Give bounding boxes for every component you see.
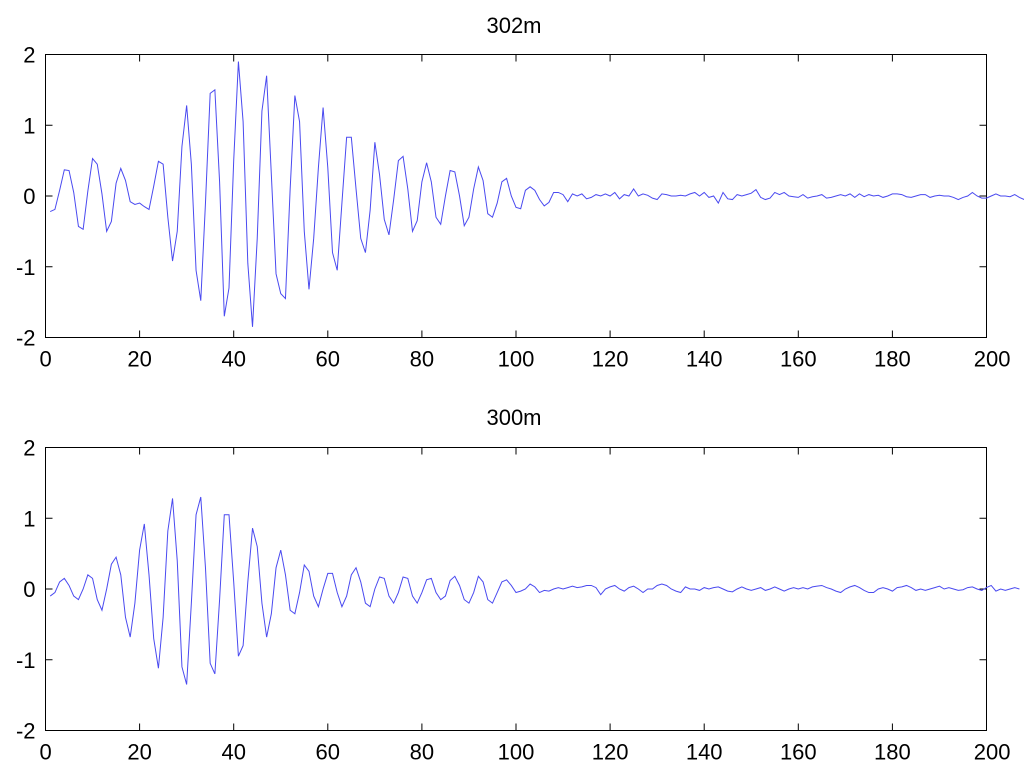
subplot-302m: 302m 0 20 40 60 80 100 120 140 160 180 200 -2 -1 0 1 2 (16, 13, 1024, 372)
subplot-title-300m: 300m (486, 405, 541, 430)
y-tick-label: 1 (23, 506, 35, 531)
x-tick-label: 80 (410, 347, 434, 372)
axes-frame-302m (45, 54, 987, 338)
x-tick-label: 20 (127, 740, 151, 765)
x-tick-label: 40 (221, 347, 245, 372)
x-tick-label: 0 (40, 740, 52, 765)
y-tick-label: -1 (16, 648, 36, 673)
x-tick-label: 60 (316, 740, 340, 765)
x-tick-label: 100 (498, 347, 535, 372)
series-line (49, 61, 1024, 327)
x-tick-label: 120 (592, 740, 629, 765)
x-tick-label: 200 (974, 740, 1011, 765)
y-tick-label: 2 (23, 436, 35, 461)
x-tick-label: 180 (874, 740, 911, 765)
axis-ticks-302m: 0 20 40 60 80 100 120 140 160 180 200 -2 -1 0 1 2 (16, 43, 1011, 372)
y-tick-label: -1 (16, 255, 36, 280)
x-tick-label: 160 (780, 740, 817, 765)
series-300m (49, 496, 1020, 685)
x-tick-label: 140 (686, 347, 723, 372)
y-tick-label: -2 (16, 719, 36, 744)
x-tick-label: 100 (498, 740, 535, 765)
y-tick-label: -2 (16, 326, 36, 351)
y-tick-label: 0 (23, 577, 35, 602)
x-tick-label: 200 (974, 347, 1011, 372)
x-tick-label: 80 (410, 740, 434, 765)
subplot-300m: 300m 0 20 40 60 80 100 120 140 160 180 200 -2 -1 0 1 2 (16, 405, 1020, 765)
subplot-title-302m: 302m (486, 13, 541, 38)
x-tick-label: 180 (874, 347, 911, 372)
y-tick-label: 1 (23, 113, 35, 138)
y-tick-label: 0 (23, 184, 35, 209)
x-tick-label: 20 (127, 347, 151, 372)
y-tick-label: 2 (23, 43, 35, 68)
series-302m (49, 61, 1024, 327)
x-tick-label: 0 (40, 347, 52, 372)
x-tick-label: 140 (686, 740, 723, 765)
x-tick-label: 60 (316, 347, 340, 372)
x-tick-label: 120 (592, 347, 629, 372)
axis-ticks-300m: 0 20 40 60 80 100 120 140 160 180 200 -2 -1 0 1 2 (16, 436, 1011, 765)
x-tick-label: 160 (780, 347, 817, 372)
x-tick-label: 40 (221, 740, 245, 765)
series-line (49, 496, 1020, 685)
